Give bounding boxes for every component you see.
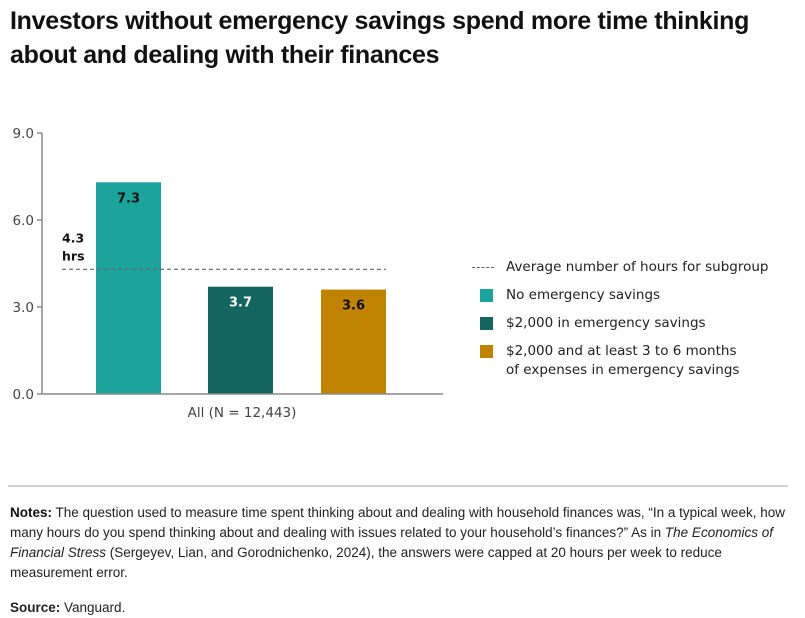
chart-title: Investors without emergency savings spen…: [10, 7, 750, 69]
legend-swatch-teal-icon: [480, 289, 493, 302]
x-axis: All (N = 12,443): [42, 393, 443, 421]
divider: [8, 485, 788, 487]
source: Source: Vanguard.: [10, 600, 125, 615]
y-tick-label: 3.0: [13, 300, 34, 316]
legend-label-line2: of expenses in emergency savings: [506, 362, 740, 378]
dashed-line-icon: [472, 267, 494, 268]
legend-swatch-dark-teal-icon: [480, 317, 493, 330]
legend-label: $2,000 and at least 3 to 6 months of exp…: [506, 342, 739, 380]
bar-value-label: 7.3: [117, 191, 140, 206]
notes-heading: Notes:: [10, 505, 53, 520]
legend-label: $2,000 in emergency savings: [506, 315, 706, 331]
reference-line-unit-label: hrs: [62, 248, 85, 263]
y-tick-label: 6.0: [13, 213, 34, 229]
legend-item-average: Average number of hours for subgroup: [470, 258, 768, 286]
legend-item-2000: $2,000 in emergency savings: [470, 314, 768, 342]
bar: [208, 286, 273, 394]
notes-text-2: (Sergeyev, Lian, and Gorodnichenko, 2024…: [10, 545, 722, 580]
x-category-label: All (N = 12,443): [188, 405, 297, 421]
y-tick-label: 9.0: [13, 126, 34, 142]
legend-label: Average number of hours for subgroup: [506, 259, 769, 275]
bar-chart: 0.0 3.0 6.0 9.0 7.3 3.7 3.6 4.3 hrs All (N = 1…: [13, 126, 443, 421]
notes: Notes: The question used to measure time…: [10, 503, 785, 583]
legend-label-line1: $2,000 and at least 3 to 6 months: [506, 343, 737, 359]
y-axis: 0.0 3.0 6.0 9.0: [13, 126, 43, 403]
bar: [96, 182, 161, 394]
y-tick-label: 0.0: [13, 387, 34, 403]
notes-citation-title: The Economics of Financial Stress: [10, 525, 773, 560]
reference-line-group: 4.3 hrs: [62, 230, 386, 270]
bar-value-label: 3.6: [342, 299, 365, 314]
legend: Average number of hours for subgroup No …: [470, 258, 768, 380]
source-heading: Source:: [10, 600, 61, 615]
source-text: Vanguard.: [60, 600, 126, 615]
legend-item-no-savings: No emergency savings: [470, 286, 768, 314]
legend-item-2000-plus-months: $2,000 and at least 3 to 6 months of exp…: [470, 342, 768, 380]
bar: [321, 289, 386, 394]
legend-swatch-gold-icon: [480, 345, 493, 358]
notes-text-1: The question used to measure time spent …: [10, 505, 785, 540]
bars: 7.3 3.7 3.6: [96, 182, 386, 394]
reference-line-value-label: 4.3: [62, 230, 84, 245]
legend-label: No emergency savings: [506, 287, 661, 303]
bar-value-label: 3.7: [229, 296, 252, 311]
